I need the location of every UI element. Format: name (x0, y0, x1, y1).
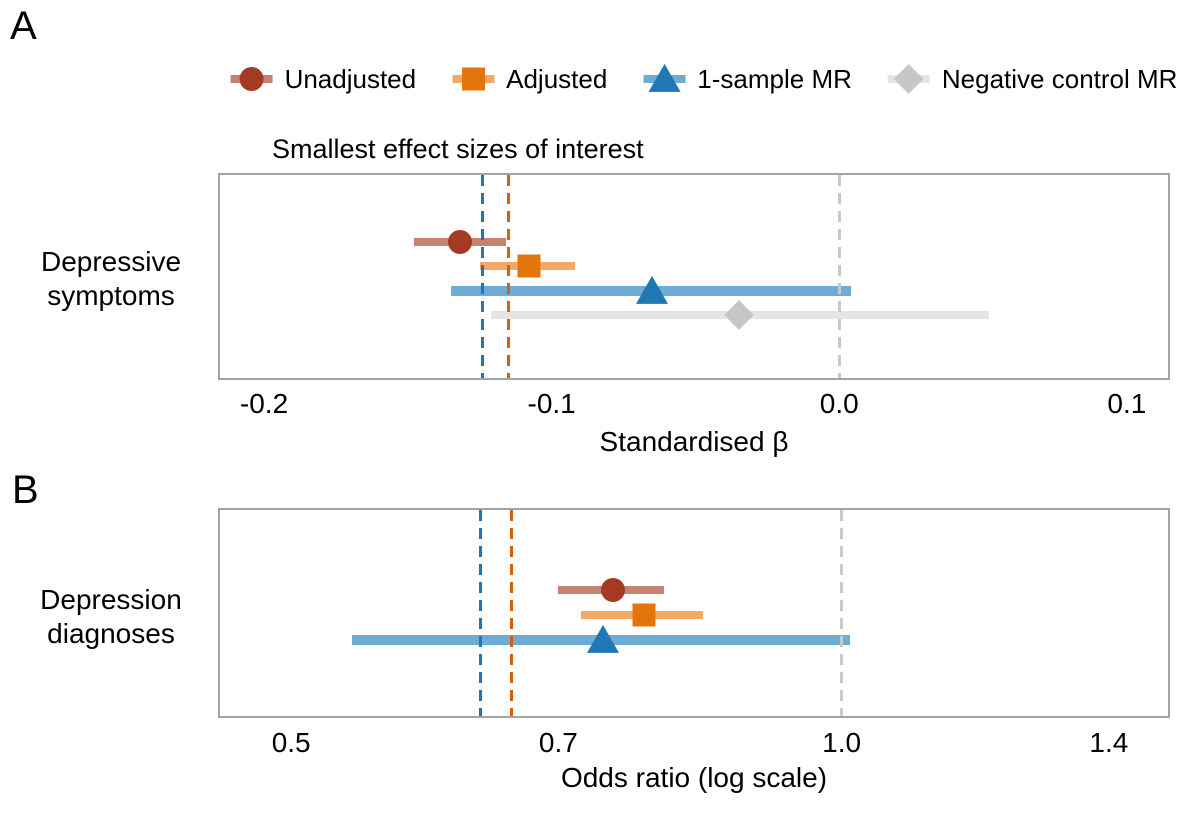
sesoi-line-0 (479, 510, 483, 716)
legend-label-adjusted: Adjusted (506, 63, 608, 94)
point-adjusted (517, 254, 541, 278)
point-adjusted (632, 603, 656, 627)
legend-item-unadjusted: Unadjusted (230, 62, 417, 96)
panel-b-plot (218, 508, 1170, 718)
point-one-sample-mr (586, 624, 619, 653)
panel-b-outcome-label: Depression diagnoses (5, 583, 217, 651)
adjusted-marker-icon (461, 67, 485, 91)
panel-b-xaxis-title: Odds ratio (log scale) (560, 762, 828, 793)
panel-a-xaxis-title: Standardised β (599, 426, 789, 457)
panel-b-outcome-line2: diagnoses (47, 618, 175, 649)
panel-a-letter: A (10, 4, 37, 48)
x-tick-a-0: -0.2 (239, 388, 289, 419)
unadjusted-marker-icon (239, 67, 264, 91)
point-one-sample-mr (636, 275, 669, 304)
panel-b-letter: B (12, 468, 39, 512)
x-tick-b-2: 1.0 (822, 727, 862, 758)
legend-item-negative-control-mr: Negative control MR (887, 62, 1178, 96)
panel-a-outcome-line1: Depressive (40, 246, 182, 277)
legend: Unadjusted Adjusted 1-sample MR Negative co… (230, 62, 1178, 96)
panel-a-plot (218, 173, 1170, 380)
panel-a-outcome-line2: symptoms (47, 280, 175, 311)
point-negative-control-mr (723, 300, 754, 330)
legend-square-icon (452, 62, 495, 96)
x-tick-a-2: 0.0 (819, 388, 859, 419)
sesoi-line-0 (481, 175, 485, 378)
legend-diamond-icon (887, 62, 930, 96)
legend-label-negative-control-mr: Negative control MR (941, 63, 1178, 94)
legend-triangle-icon (643, 62, 686, 96)
panel-a-outcome-label: Depressive symptoms (5, 245, 217, 313)
legend-item-adjusted: Adjusted (452, 62, 607, 96)
legend-label-unadjusted: Unadjusted (284, 63, 417, 94)
negative-control-mr-marker-icon (894, 64, 924, 94)
legend-circle-icon (230, 62, 273, 96)
panel-b-outcome-line1: Depression (40, 584, 182, 615)
legend-item-one-sample-mr: 1-sample MR (643, 62, 852, 96)
x-tick-a-3: 0.1 (1107, 388, 1147, 419)
null-reference-line (837, 175, 841, 378)
one-sample-mr-marker-icon (648, 63, 681, 92)
x-tick-b-3: 1.4 (1089, 727, 1129, 758)
point-unadjusted (447, 230, 472, 255)
null-reference-line (840, 510, 844, 716)
x-tick-a-1: -0.1 (527, 388, 576, 419)
sesoi-title: Smallest effect sizes of interest (272, 134, 644, 164)
legend-label-one-sample-mr: 1-sample MR (697, 63, 852, 94)
x-tick-b-1: 0.7 (538, 727, 578, 758)
sesoi-line-1 (510, 510, 514, 716)
sesoi-line-1 (506, 175, 510, 378)
x-tick-b-0: 0.5 (271, 727, 311, 758)
point-unadjusted (601, 578, 626, 603)
